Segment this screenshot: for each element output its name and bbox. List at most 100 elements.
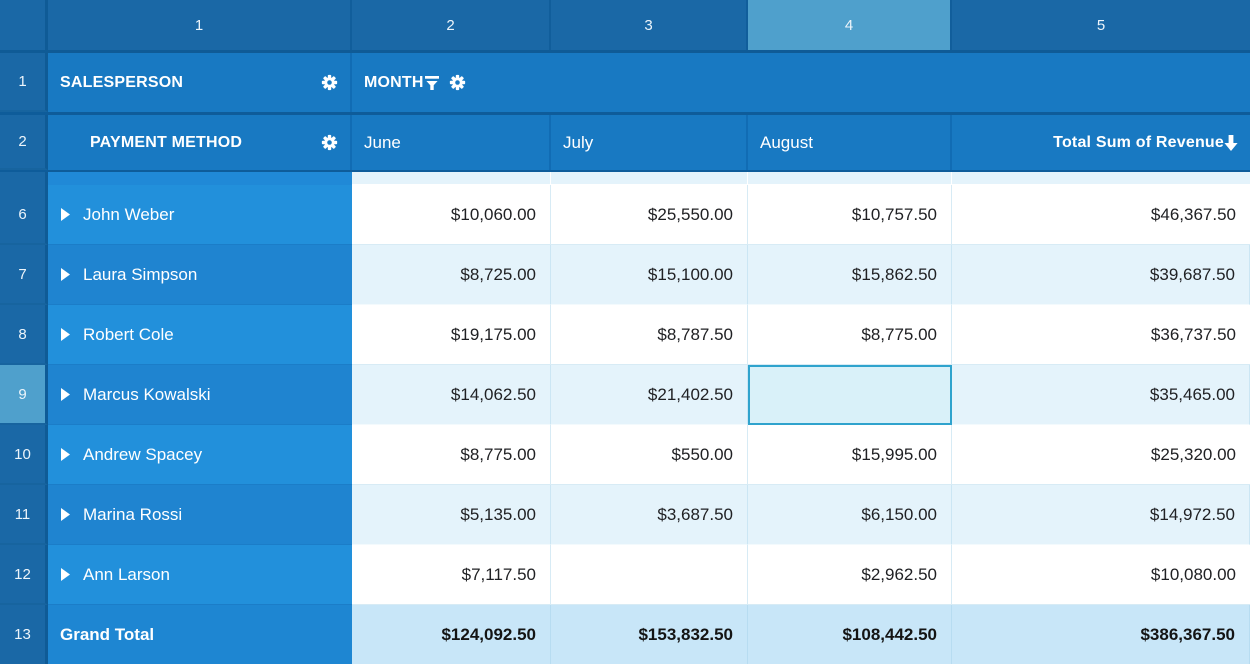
column-header-4-highlighted[interactable]: 4 — [748, 0, 952, 50]
row-label-cell[interactable]: John Weber — [48, 185, 352, 245]
data-cell[interactable]: $14,972.50 — [952, 485, 1250, 545]
row-label: Laura Simpson — [83, 264, 198, 284]
row-number[interactable]: 7 — [0, 245, 48, 305]
data-cell[interactable]: $6,150.00 — [748, 485, 952, 545]
filter-icon[interactable] — [424, 75, 440, 91]
grand-total-cell[interactable]: $108,442.50 — [748, 605, 952, 664]
data-cell[interactable]: $39,687.50 — [952, 245, 1250, 305]
data-cell[interactable]: $15,100.00 — [551, 245, 748, 305]
row-number[interactable]: 11 — [0, 485, 48, 545]
data-cell[interactable]: $8,775.00 — [748, 305, 952, 365]
table-row-marcus-kowalski: 9 Marcus Kowalski $14,062.50 $21,402.50 … — [0, 365, 1250, 425]
expand-icon[interactable] — [60, 328, 71, 341]
row-number-2[interactable]: 2 — [0, 115, 48, 170]
table-row-ann-larson: 12 Ann Larson $7,117.50 $2,962.50 $10,08… — [0, 545, 1250, 605]
data-cell[interactable]: $35,465.00 — [952, 365, 1250, 425]
data-cell[interactable]: $19,175.00 — [352, 305, 551, 365]
grand-total-cell[interactable]: $124,092.50 — [352, 605, 551, 664]
expand-icon[interactable] — [60, 508, 71, 521]
data-cell[interactable]: $3,687.50 — [551, 485, 748, 545]
gear-icon[interactable] — [449, 74, 466, 91]
data-cell[interactable]: $21,402.50 — [551, 365, 748, 425]
row-label: Andrew Spacey — [83, 444, 203, 464]
column-header-5[interactable]: 5 — [952, 0, 1250, 50]
row-label: Ann Larson — [83, 564, 170, 584]
column-field-cell[interactable]: MONTH — [352, 53, 1250, 112]
sort-descending-icon[interactable] — [1224, 134, 1238, 151]
total-column-label: Total Sum of Revenue — [1053, 133, 1224, 151]
data-cell[interactable]: $25,550.00 — [551, 185, 748, 245]
data-cell[interactable]: $46,367.50 — [952, 185, 1250, 245]
data-cell[interactable]: $550.00 — [551, 425, 748, 485]
clipped-row — [0, 172, 1250, 185]
data-cell[interactable]: $10,080.00 — [952, 545, 1250, 605]
column-field-label: MONTH — [364, 73, 424, 91]
clipped-row-label-cell[interactable] — [48, 172, 352, 185]
data-cell[interactable]: $10,757.50 — [748, 185, 952, 245]
row-field-cell[interactable]: SALESPERSON — [48, 53, 352, 112]
expand-icon[interactable] — [60, 448, 71, 461]
row-label-cell[interactable]: Robert Cole — [48, 305, 352, 365]
month-header-august[interactable]: August — [748, 115, 952, 170]
table-row-andrew-spacey: 10 Andrew Spacey $8,775.00 $550.00 $15,9… — [0, 425, 1250, 485]
corner-cell[interactable] — [0, 0, 48, 50]
row-number[interactable]: 6 — [0, 185, 48, 245]
sub-row-field-cell[interactable]: PAYMENT METHOD — [48, 115, 352, 170]
data-cell[interactable]: $10,060.00 — [352, 185, 551, 245]
expand-icon[interactable] — [60, 208, 71, 221]
row-label-cell[interactable]: Andrew Spacey — [48, 425, 352, 485]
row-number-1[interactable]: 1 — [0, 53, 48, 112]
grand-total-label-cell[interactable]: Grand Total — [48, 605, 352, 664]
row-number[interactable]: 12 — [0, 545, 48, 605]
expand-icon[interactable] — [60, 388, 71, 401]
data-cell[interactable]: $15,862.50 — [748, 245, 952, 305]
clipped-row-cell[interactable] — [952, 172, 1250, 185]
column-header-2[interactable]: 2 — [352, 0, 551, 50]
data-cell[interactable]: $15,995.00 — [748, 425, 952, 485]
clipped-row-number[interactable] — [0, 172, 48, 185]
data-cell[interactable]: $25,320.00 — [952, 425, 1250, 485]
table-row-john-weber: 6 John Weber $10,060.00 $25,550.00 $10,7… — [0, 185, 1250, 245]
clipped-row-cell[interactable] — [551, 172, 748, 185]
expand-icon[interactable] — [60, 268, 71, 281]
column-header-3[interactable]: 3 — [551, 0, 748, 50]
data-cell[interactable]: $7,117.50 — [352, 545, 551, 605]
month-header-june[interactable]: June — [352, 115, 551, 170]
clipped-row-cell[interactable] — [748, 172, 952, 185]
month-header-july[interactable]: July — [551, 115, 748, 170]
row-label-cell[interactable]: Marcus Kowalski — [48, 365, 352, 425]
data-cell[interactable]: $36,737.50 — [952, 305, 1250, 365]
expand-icon[interactable] — [60, 568, 71, 581]
row-label: Robert Cole — [83, 324, 174, 344]
table-row-laura-simpson: 7 Laura Simpson $8,725.00 $15,100.00 $15… — [0, 245, 1250, 305]
data-cell[interactable]: $8,725.00 — [352, 245, 551, 305]
grand-total-cell[interactable]: $153,832.50 — [551, 605, 748, 664]
grand-total-cell[interactable]: $386,367.50 — [952, 605, 1250, 664]
data-cell[interactable]: $14,062.50 — [352, 365, 551, 425]
sub-row-field-label: PAYMENT METHOD — [90, 133, 243, 151]
data-cell[interactable]: $8,775.00 — [352, 425, 551, 485]
table-row-robert-cole: 8 Robert Cole $19,175.00 $8,787.50 $8,77… — [0, 305, 1250, 365]
selected-data-cell[interactable] — [748, 365, 952, 425]
grand-total-row: 13 Grand Total $124,092.50 $153,832.50 $… — [0, 605, 1250, 664]
data-cell[interactable]: $2,962.50 — [748, 545, 952, 605]
row-field-label: SALESPERSON — [60, 73, 184, 91]
data-cell[interactable]: $8,787.50 — [551, 305, 748, 365]
row-label-cell[interactable]: Laura Simpson — [48, 245, 352, 305]
column-number-strip: 1 2 3 4 5 — [0, 0, 1250, 53]
gear-icon[interactable] — [321, 134, 338, 151]
row-label: Marina Rossi — [83, 504, 183, 524]
row-label: John Weber — [83, 204, 175, 224]
row-label-cell[interactable]: Ann Larson — [48, 545, 352, 605]
row-number[interactable]: 13 — [0, 605, 48, 664]
clipped-row-cell[interactable] — [352, 172, 551, 185]
row-number[interactable]: 10 — [0, 425, 48, 485]
total-column-header[interactable]: Total Sum of Revenue — [952, 115, 1250, 170]
row-label-cell[interactable]: Marina Rossi — [48, 485, 352, 545]
row-number-highlighted[interactable]: 9 — [0, 365, 48, 425]
column-header-1[interactable]: 1 — [48, 0, 352, 50]
gear-icon[interactable] — [321, 74, 338, 91]
row-number[interactable]: 8 — [0, 305, 48, 365]
data-cell[interactable] — [551, 545, 748, 605]
data-cell[interactable]: $5,135.00 — [352, 485, 551, 545]
